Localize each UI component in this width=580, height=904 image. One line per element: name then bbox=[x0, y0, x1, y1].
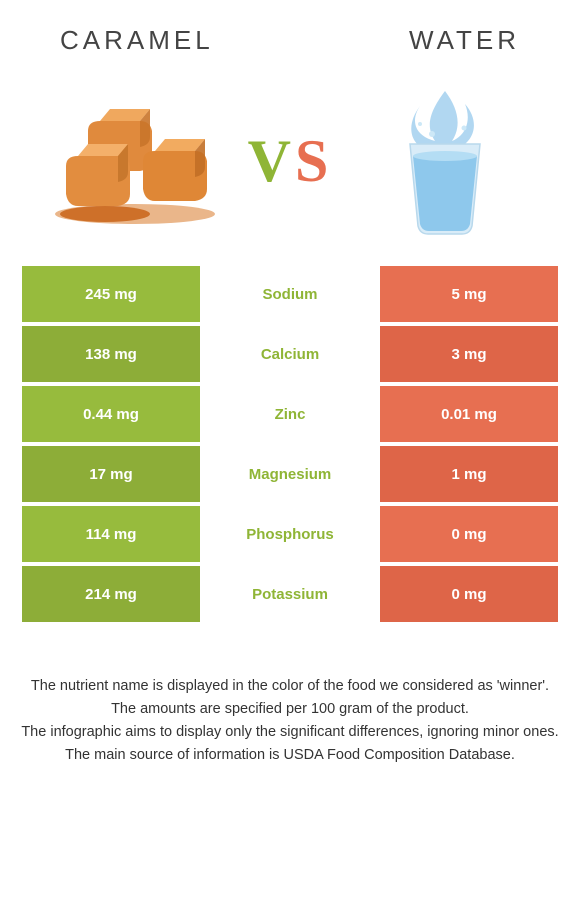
nutrient-name: Sodium bbox=[200, 266, 380, 322]
nutrient-left-value: 138 mg bbox=[22, 326, 200, 382]
nutrient-left-value: 17 mg bbox=[22, 446, 200, 502]
nutrient-right-value: 3 mg bbox=[380, 326, 558, 382]
nutrient-name: Zinc bbox=[200, 386, 380, 442]
footnotes: The nutrient name is displayed in the co… bbox=[0, 626, 580, 766]
water-glass-icon bbox=[380, 86, 510, 236]
nutrient-left-value: 214 mg bbox=[22, 566, 200, 622]
nutrient-name: Potassium bbox=[200, 566, 380, 622]
caramel-image bbox=[40, 86, 230, 236]
left-food-title: Caramel bbox=[60, 25, 214, 56]
nutrient-right-value: 1 mg bbox=[380, 446, 558, 502]
nutrient-left-value: 0.44 mg bbox=[22, 386, 200, 442]
table-row: 0.44 mgZinc0.01 mg bbox=[22, 386, 558, 442]
table-row: 138 mgCalcium3 mg bbox=[22, 326, 558, 382]
caramel-icon bbox=[45, 96, 225, 226]
vs-v: V bbox=[248, 128, 295, 194]
vs-s: S bbox=[295, 128, 332, 194]
nutrient-name: Calcium bbox=[200, 326, 380, 382]
nutrient-right-value: 5 mg bbox=[380, 266, 558, 322]
nutrient-right-value: 0 mg bbox=[380, 566, 558, 622]
nutrient-name: Phosphorus bbox=[200, 506, 380, 562]
comparison-images-row: VS bbox=[0, 66, 580, 266]
water-image bbox=[350, 86, 540, 236]
right-food-title: Water bbox=[409, 25, 520, 56]
table-row: 17 mgMagnesium1 mg bbox=[22, 446, 558, 502]
header: Caramel Water bbox=[0, 0, 580, 66]
table-row: 214 mgPotassium0 mg bbox=[22, 566, 558, 622]
nutrient-right-value: 0 mg bbox=[380, 506, 558, 562]
nutrient-left-value: 245 mg bbox=[22, 266, 200, 322]
nutrient-comparison-table: 245 mgSodium5 mg138 mgCalcium3 mg0.44 mg… bbox=[22, 266, 558, 622]
nutrient-name: Magnesium bbox=[200, 446, 380, 502]
footnote-line: The main source of information is USDA F… bbox=[18, 745, 562, 766]
vs-label: VS bbox=[248, 127, 333, 196]
nutrient-right-value: 0.01 mg bbox=[380, 386, 558, 442]
footnote-line: The infographic aims to display only the… bbox=[18, 722, 562, 743]
table-row: 245 mgSodium5 mg bbox=[22, 266, 558, 322]
nutrient-left-value: 114 mg bbox=[22, 506, 200, 562]
table-row: 114 mgPhosphorus0 mg bbox=[22, 506, 558, 562]
footnote-line: The nutrient name is displayed in the co… bbox=[18, 676, 562, 697]
footnote-line: The amounts are specified per 100 gram o… bbox=[18, 699, 562, 720]
